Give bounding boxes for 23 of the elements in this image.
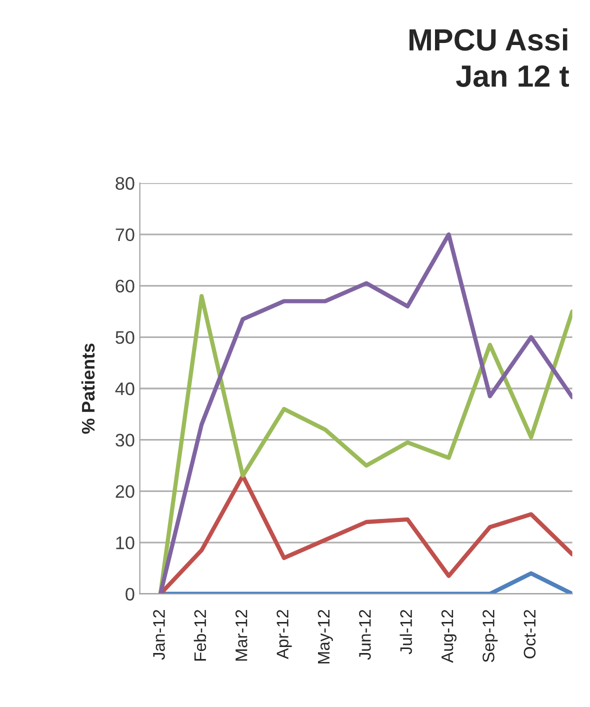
y-tick-label: 50 [116, 331, 134, 344]
x-tick-label: Oct-12 [524, 610, 536, 658]
x-tick-label: Apr-12 [276, 610, 292, 660]
x-tick-label: Jan-12 [153, 610, 165, 660]
chart-title: MPCU Assi Jan 12 t [410, 28, 569, 87]
y-tick-label: 40 [115, 382, 134, 396]
y-tick-label: 80 [116, 177, 134, 190]
x-tick-label: May-12 [318, 610, 333, 664]
y-tick-label: 20 [116, 485, 134, 498]
line-series [158, 294, 572, 594]
y-tick-label: 60 [116, 280, 134, 293]
x-tick-label: Jul-12 [400, 610, 412, 654]
x-tick-label: Feb-12 [194, 610, 206, 661]
y-tick-label: 10 [116, 536, 134, 550]
y-axis-title: % Patients [81, 344, 95, 434]
x-tick-label: Mar-12 [235, 610, 248, 661]
y-tick-label: 30 [116, 434, 134, 447]
x-tick-label: Aug-12 [441, 610, 457, 663]
x-tick-label: Sep-12 [482, 610, 498, 662]
line-series [158, 232, 572, 594]
x-tick-label: Jun-12 [359, 610, 371, 660]
y-tick-label: 0 [126, 588, 134, 601]
y-tick-label: 70 [116, 228, 134, 242]
